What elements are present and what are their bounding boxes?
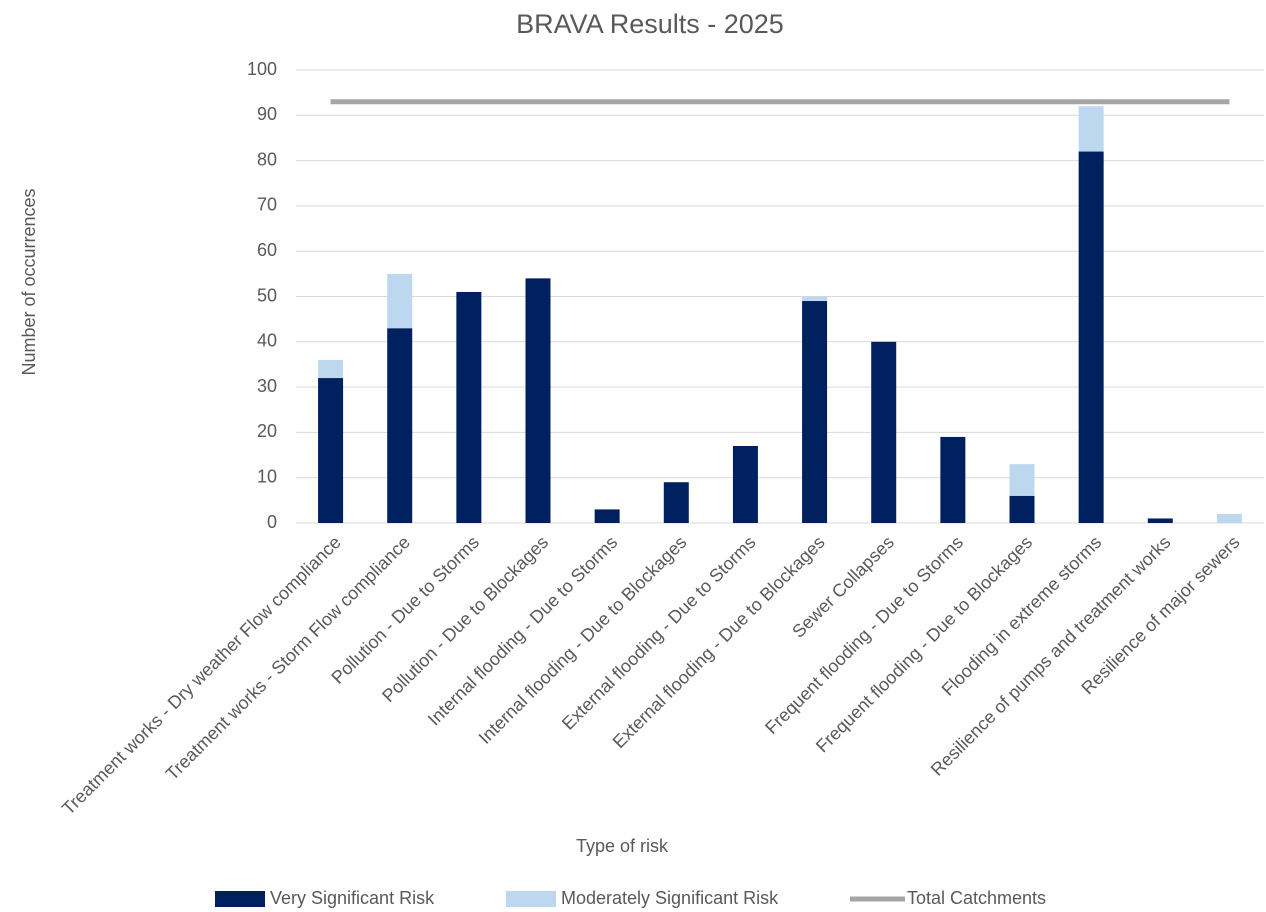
y-tick-label: 0 — [267, 512, 277, 532]
y-tick-label: 40 — [257, 331, 277, 351]
bar — [1009, 495, 1035, 523]
legend-swatch — [506, 891, 556, 907]
bar — [663, 482, 689, 523]
bar — [1147, 518, 1173, 523]
legend-label: Moderately Significant Risk — [561, 888, 779, 908]
bar — [387, 328, 413, 523]
bar — [1078, 151, 1104, 524]
bar — [318, 378, 344, 523]
bar — [387, 273, 413, 329]
bar — [1009, 464, 1035, 496]
y-tick-label: 30 — [257, 376, 277, 396]
legend-label: Total Catchments — [907, 888, 1046, 908]
y-axis-title: Number of occurrences — [19, 188, 39, 375]
legend-label: Very Significant Risk — [270, 888, 435, 908]
bar — [732, 445, 758, 523]
bar — [456, 291, 482, 523]
y-tick-label: 20 — [257, 421, 277, 441]
bar — [525, 278, 551, 523]
bar — [1078, 106, 1104, 152]
legend-swatch — [215, 891, 265, 907]
bar — [594, 509, 620, 523]
bar — [802, 296, 828, 302]
bar — [802, 301, 828, 523]
bar — [1216, 513, 1242, 523]
bar — [940, 436, 966, 523]
y-tick-label: 70 — [257, 195, 277, 215]
y-tick-label: 80 — [257, 149, 277, 169]
bar — [318, 359, 344, 379]
x-tick-label: Treatment works - Storm Flow compliance — [162, 532, 414, 784]
x-tick-label: Resilience of pumps and treatment works — [927, 532, 1175, 780]
x-axis-title: Type of risk — [576, 836, 669, 856]
y-tick-label: 90 — [257, 104, 277, 124]
chart-title: BRAVA Results - 2025 — [516, 9, 784, 39]
y-tick-label: 10 — [257, 466, 277, 486]
x-tick-label: Treatment works - Dry weather Flow compl… — [58, 532, 345, 819]
y-tick-label: 50 — [257, 285, 277, 305]
y-tick-label: 60 — [257, 240, 277, 260]
y-tick-label: 100 — [247, 59, 277, 79]
bar — [871, 341, 897, 523]
